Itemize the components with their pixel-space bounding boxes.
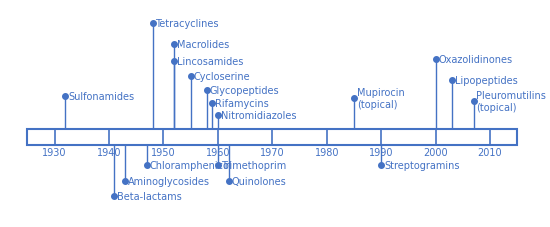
Text: Beta-lactams: Beta-lactams	[117, 191, 182, 201]
Text: Pleuromutilins
(topical): Pleuromutilins (topical)	[476, 91, 546, 112]
Text: 1950: 1950	[151, 148, 175, 158]
Text: 1940: 1940	[97, 148, 121, 158]
Text: Lipopeptides: Lipopeptides	[455, 76, 518, 86]
Text: Tetracyclines: Tetracyclines	[155, 19, 219, 29]
Text: 1970: 1970	[260, 148, 284, 158]
Text: 1930: 1930	[42, 148, 67, 158]
Text: Trimethoprim: Trimethoprim	[221, 160, 286, 170]
Text: Mupirocin
(topical): Mupirocin (topical)	[356, 88, 404, 109]
Text: 1990: 1990	[369, 148, 393, 158]
FancyBboxPatch shape	[28, 130, 518, 145]
Text: Aminoglycosides: Aminoglycosides	[128, 176, 210, 186]
Text: 2000: 2000	[424, 148, 448, 158]
Text: Cycloserine: Cycloserine	[194, 72, 250, 82]
Text: Glycopeptides: Glycopeptides	[210, 86, 279, 96]
Text: Quinolones: Quinolones	[232, 176, 286, 186]
Text: Oxazolidinones: Oxazolidinones	[438, 55, 513, 65]
Text: Streptogramins: Streptogramins	[384, 160, 459, 170]
Text: Chloramphenicol: Chloramphenicol	[150, 160, 233, 170]
Text: 1980: 1980	[315, 148, 339, 158]
Text: Lincosamides: Lincosamides	[177, 57, 243, 67]
Text: 1960: 1960	[206, 148, 230, 158]
Text: 2010: 2010	[478, 148, 502, 158]
Text: Macrolides: Macrolides	[177, 40, 229, 50]
Text: Nitromidiazoles: Nitromidiazoles	[221, 111, 296, 120]
Text: Rifamycins: Rifamycins	[215, 99, 269, 109]
Text: Sulfonamides: Sulfonamides	[68, 91, 134, 101]
